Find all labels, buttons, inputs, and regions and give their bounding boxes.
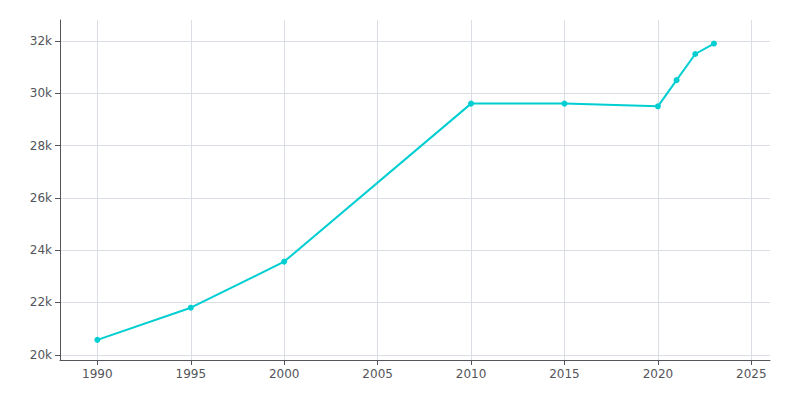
svg-text:26k: 26k xyxy=(30,191,52,205)
svg-text:30k: 30k xyxy=(30,86,52,100)
svg-text:22k: 22k xyxy=(30,295,52,309)
svg-text:2010: 2010 xyxy=(456,367,487,381)
svg-text:2005: 2005 xyxy=(362,367,393,381)
svg-text:1990: 1990 xyxy=(82,367,113,381)
svg-text:2015: 2015 xyxy=(549,367,580,381)
svg-text:2025: 2025 xyxy=(736,367,767,381)
svg-text:28k: 28k xyxy=(30,139,52,153)
svg-text:32k: 32k xyxy=(30,34,52,48)
svg-text:1995: 1995 xyxy=(176,367,207,381)
svg-text:2000: 2000 xyxy=(269,367,300,381)
svg-text:2020: 2020 xyxy=(643,367,674,381)
svg-text:20k: 20k xyxy=(30,348,52,362)
svg-text:24k: 24k xyxy=(30,243,52,257)
